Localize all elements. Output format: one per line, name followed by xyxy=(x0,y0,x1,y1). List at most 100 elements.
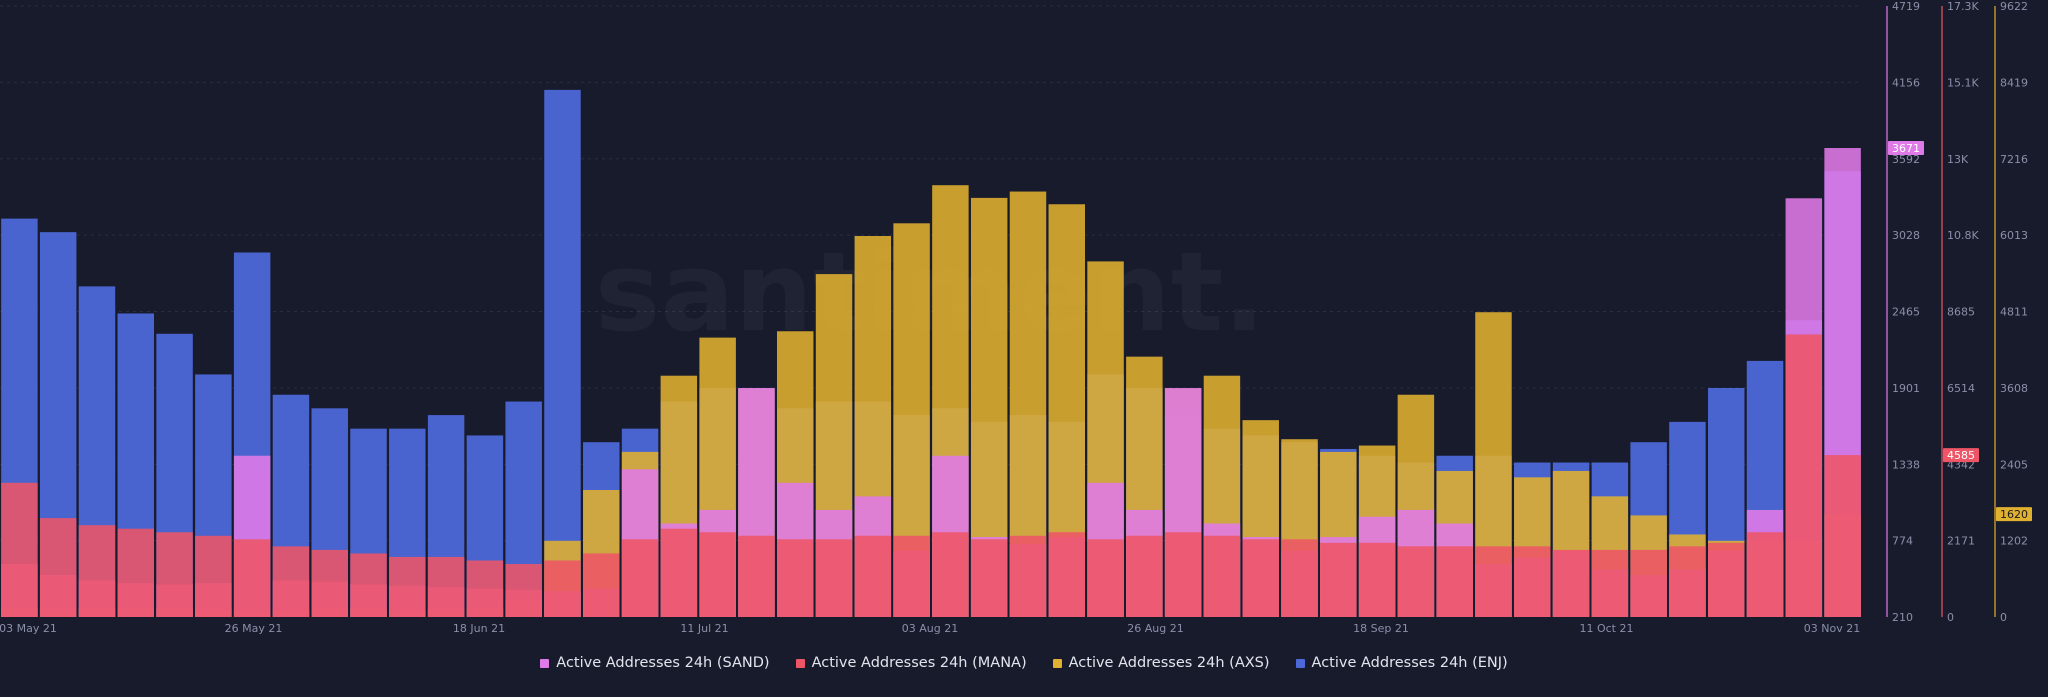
y-tick-label: 2405 xyxy=(2000,458,2028,471)
bar-mana xyxy=(1707,542,1745,617)
legend-swatch xyxy=(540,658,550,668)
x-tick-label: 26 May 21 xyxy=(225,622,283,635)
bar-mana xyxy=(1281,539,1318,617)
y-tick-label: 1901 xyxy=(1892,382,1920,395)
current-value-label: 3671 xyxy=(1892,142,1920,155)
bar-mana xyxy=(699,532,736,617)
bar-mana xyxy=(350,553,387,617)
x-tick-label: 18 Sep 21 xyxy=(1353,622,1409,635)
bar-mana xyxy=(854,535,892,617)
legend-item-mana[interactable]: Active Addresses 24h (MANA) xyxy=(795,655,1027,671)
bar-mana xyxy=(1,482,38,617)
y-tick-label: 0 xyxy=(2000,611,2007,624)
x-tick-label: 26 Aug 21 xyxy=(1127,622,1183,635)
y-tick-label: 2465 xyxy=(1892,306,1920,319)
bar-mana xyxy=(815,539,853,617)
legend-item-sand[interactable]: Active Addresses 24h (SAND) xyxy=(540,655,770,671)
bar-mana xyxy=(389,556,426,617)
y-tick-label: 1338 xyxy=(1892,458,1920,471)
bar-mana xyxy=(738,535,775,617)
x-axis: 03 May 21 26 May 21 18 Jun 21 11 Jul 21 03 A… xyxy=(0,622,1860,635)
bar-mana xyxy=(1242,539,1279,617)
bar-mana xyxy=(1320,542,1357,617)
y-tick-label: 15.1K xyxy=(1947,76,1979,89)
bar-mana xyxy=(621,539,659,617)
bar-mana xyxy=(1048,532,1086,617)
bar-mana xyxy=(117,528,155,617)
y-tick-label: 7216 xyxy=(2000,153,2028,166)
bar-mana xyxy=(970,539,1008,617)
bar-mana xyxy=(583,553,620,617)
bar-mana xyxy=(1009,535,1047,617)
legend-item-enj[interactable]: Active Addresses 24h (ENJ) xyxy=(1295,655,1508,671)
bar-mana xyxy=(78,525,116,617)
x-tick-label: 03 Aug 21 xyxy=(902,622,958,635)
watermark-text: santiment. xyxy=(595,228,1265,356)
bar-mana xyxy=(272,546,310,617)
bar-mana xyxy=(932,532,969,617)
bar-mana xyxy=(505,564,542,617)
y-tick-label: 2171 xyxy=(1947,535,1975,548)
bar-mana xyxy=(1630,549,1667,617)
bar-mana xyxy=(1475,546,1512,617)
bar-mana xyxy=(1514,546,1551,617)
x-tick-label: 11 Oct 21 xyxy=(1579,622,1633,635)
bar-mana xyxy=(427,556,465,617)
legend-swatch xyxy=(1295,658,1305,668)
bar-mana xyxy=(1785,334,1823,617)
y-tick-label: 8685 xyxy=(1947,306,1975,319)
y-tick-label: 3028 xyxy=(1892,229,1920,242)
y-tick-label: 10.8K xyxy=(1947,229,1979,242)
x-tick-label: 18 Jun 21 xyxy=(453,622,505,635)
y-tick-label: 4156 xyxy=(1892,76,1920,89)
bar-mana xyxy=(1552,549,1590,617)
y-tick-label: 1202 xyxy=(2000,535,2028,548)
y-tick-label: 8419 xyxy=(2000,76,2028,89)
y-tick-label: 4719 xyxy=(1892,0,1920,13)
y-tick-label: 210 xyxy=(1892,611,1913,624)
legend-swatch xyxy=(795,658,805,668)
bar-mana xyxy=(1397,546,1435,617)
current-value-badge xyxy=(1943,448,1979,463)
bar-mana xyxy=(1436,546,1473,617)
bar-mana xyxy=(776,539,814,617)
bar-mana xyxy=(1824,455,1861,617)
y-tick-label: 3608 xyxy=(2000,382,2028,395)
current-value-label: 1620 xyxy=(2000,508,2028,521)
current-value-badge xyxy=(1888,141,1924,156)
bar-mana xyxy=(544,560,581,617)
legend-label: Active Addresses 24h (SAND) xyxy=(556,655,770,671)
legend-label: Active Addresses 24h (ENJ) xyxy=(1311,655,1508,671)
y-tick-label: 17.3K xyxy=(1947,0,1979,13)
bar-mana xyxy=(156,532,193,617)
bar-mana xyxy=(1669,546,1706,617)
grid-lines xyxy=(0,5,1862,542)
y-tick-label: 13K xyxy=(1947,153,1969,166)
y-tick-label: 4811 xyxy=(2000,306,2028,319)
bar-mana xyxy=(195,535,232,617)
y-tick-label: 3592 xyxy=(1892,153,1920,166)
bar-mana xyxy=(1591,549,1629,617)
legend: Active Addresses 24h (SAND) Active Addres… xyxy=(0,655,2048,671)
bar-mana xyxy=(39,518,77,617)
y-tick-label: 0 xyxy=(1947,611,1954,624)
bar-mana xyxy=(1126,535,1163,617)
y-axes: 4719 4156 3592 3028 2465 1901 1338 774 210 3671 17… xyxy=(1886,0,2032,624)
current-value-label: 4585 xyxy=(1947,449,1975,462)
y-tick-label: 6514 xyxy=(1947,382,1975,395)
bar-mana xyxy=(466,560,504,617)
x-tick-label: 03 May 21 xyxy=(0,622,57,635)
legend-label: Active Addresses 24h (MANA) xyxy=(811,655,1027,671)
x-tick-label: 11 Jul 21 xyxy=(680,622,728,635)
y-tick-label: 774 xyxy=(1892,535,1913,548)
bar-mana xyxy=(1203,535,1241,617)
y-tick-label: 9622 xyxy=(2000,0,2028,13)
legend-label: Active Addresses 24h (AXS) xyxy=(1068,655,1270,671)
legend-item-axs[interactable]: Active Addresses 24h (AXS) xyxy=(1052,655,1270,671)
legend-swatch xyxy=(1052,658,1062,668)
bar-mana xyxy=(1164,532,1202,617)
bar-mana xyxy=(1358,542,1396,617)
x-tick-label: 03 Nov 21 xyxy=(1804,622,1860,635)
